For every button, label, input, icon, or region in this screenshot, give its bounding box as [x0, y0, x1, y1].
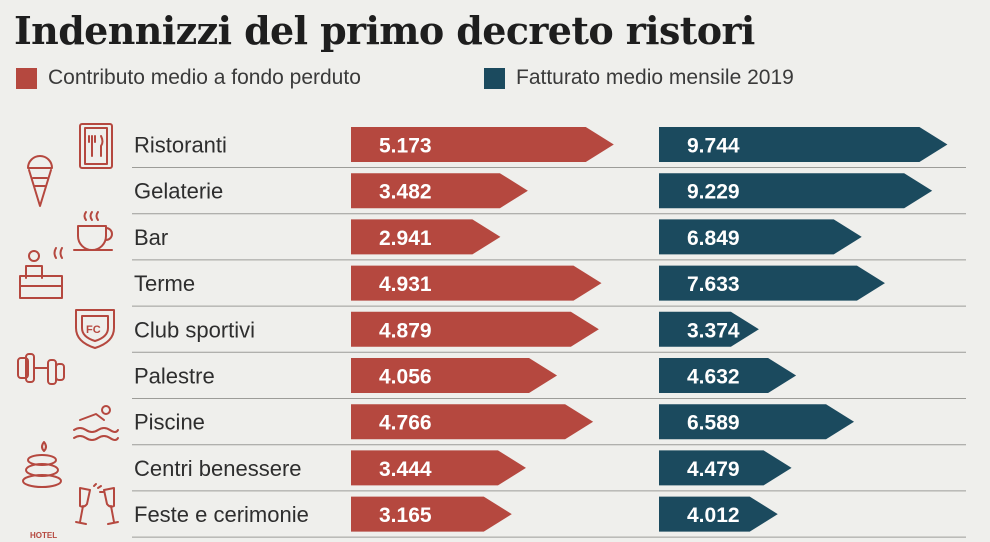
champagne-toast-icon [75, 483, 119, 525]
category-label-ristoranti: Ristoranti [134, 133, 227, 158]
bar-contributo-terme [351, 265, 602, 301]
legend-item-fatturato: Fatturato medio mensile 2019 [484, 66, 794, 90]
dumbbell-icon [17, 353, 65, 385]
bar-contributo-centri-benessere [351, 450, 526, 486]
swimmer-icon [73, 405, 119, 441]
category-label-bar: Bar [134, 225, 168, 250]
spa-stones-icon [22, 441, 62, 488]
value-label-fatturato-bar: 6.849 [687, 227, 740, 250]
value-label-contributo-terme: 4.931 [379, 273, 432, 296]
bar-fatturato-palestre [659, 358, 797, 393]
value-label-fatturato-gelaterie: 9.229 [687, 181, 740, 204]
category-labels: Ristoranti Gelaterie Bar Terme Club sportivi… [134, 133, 309, 528]
value-label-contributo-gelaterie: 3.482 [379, 181, 432, 204]
football-club-badge-icon [75, 309, 115, 349]
bar-fatturato-feste-e-cerimonie [659, 496, 778, 532]
category-label-feste-e-cerimonie: Feste e cerimonie [134, 502, 309, 527]
value-label-fatturato-centri-benessere: 4.479 [687, 458, 740, 481]
thermal-bath-icon [19, 247, 63, 299]
value-label-contributo-piscine: 4.766 [379, 412, 432, 435]
bar-fatturato-terme [659, 265, 885, 301]
bars: 5.173 9.744 3.482 9.229 2.941 6.849 4.931 7.633… [351, 127, 948, 532]
value-label-fatturato-terme: 7.633 [687, 273, 740, 296]
bar-contributo-ristoranti [351, 127, 614, 162]
menu-icon [79, 123, 113, 169]
bar-fatturato-centri-benessere [659, 450, 792, 486]
value-label-contributo-club-sportivi: 4.879 [379, 319, 432, 342]
bar-contributo-palestre [351, 358, 558, 393]
value-label-fatturato-palestre: 4.632 [687, 366, 740, 389]
value-label-fatturato-ristoranti: 9.744 [687, 135, 740, 158]
legend-item-contributo: Contributo medio a fondo perduto [16, 66, 361, 90]
legend-swatch-contributo [16, 67, 37, 89]
bar-fatturato-ristoranti [659, 127, 948, 162]
category-label-terme: Terme [134, 271, 195, 296]
legend-label-fatturato: Fatturato medio mensile 2019 [516, 66, 794, 89]
value-label-contributo-bar: 2.941 [379, 227, 432, 250]
category-label-gelaterie: Gelaterie [134, 179, 223, 204]
bar-fatturato-piscine [659, 404, 855, 440]
chart-title: Indennizzi del primo decreto ristori [14, 8, 755, 53]
category-label-palestre: Palestre [134, 364, 215, 389]
category-label-centri-benessere: Centri benessere [134, 456, 302, 481]
value-label-fatturato-feste-e-cerimonie: 4.012 [687, 504, 740, 527]
value-label-contributo-palestre: 4.056 [379, 366, 432, 389]
value-label-fatturato-club-sportivi: 3.374 [687, 319, 740, 342]
bar-contributo-gelaterie [351, 173, 528, 209]
legend-label-contributo: Contributo medio a fondo perduto [48, 66, 361, 89]
bar-fatturato-gelaterie [659, 173, 933, 209]
bar-contributo-piscine [351, 404, 594, 440]
value-label-fatturato-piscine: 6.589 [687, 412, 740, 435]
legend-swatch-fatturato [484, 67, 505, 89]
hotel-icon: HOTEL [30, 531, 57, 540]
bar-contributo-feste-e-cerimonie [351, 496, 512, 532]
bar-contributo-bar [351, 219, 501, 255]
ice-cream-icon [27, 155, 53, 207]
value-label-contributo-centri-benessere: 3.444 [379, 458, 432, 481]
category-label-club-sportivi: Club sportivi [134, 317, 255, 342]
value-label-contributo-feste-e-cerimonie: 3.165 [379, 504, 432, 527]
bar-contributo-club-sportivi [351, 311, 599, 347]
coffee-cup-icon [73, 211, 113, 251]
bar-fatturato-club-sportivi [659, 311, 759, 347]
legend: Contributo medio a fondo perduto Fattura… [16, 66, 990, 96]
bar-fatturato-bar [659, 219, 862, 255]
category-label-piscine: Piscine [134, 410, 205, 435]
value-label-contributo-ristoranti: 5.173 [379, 135, 432, 158]
row-dividers [132, 167, 966, 538]
category-icons: FC HOTEL [17, 123, 119, 540]
fc-badge-text: FC [86, 324, 101, 336]
